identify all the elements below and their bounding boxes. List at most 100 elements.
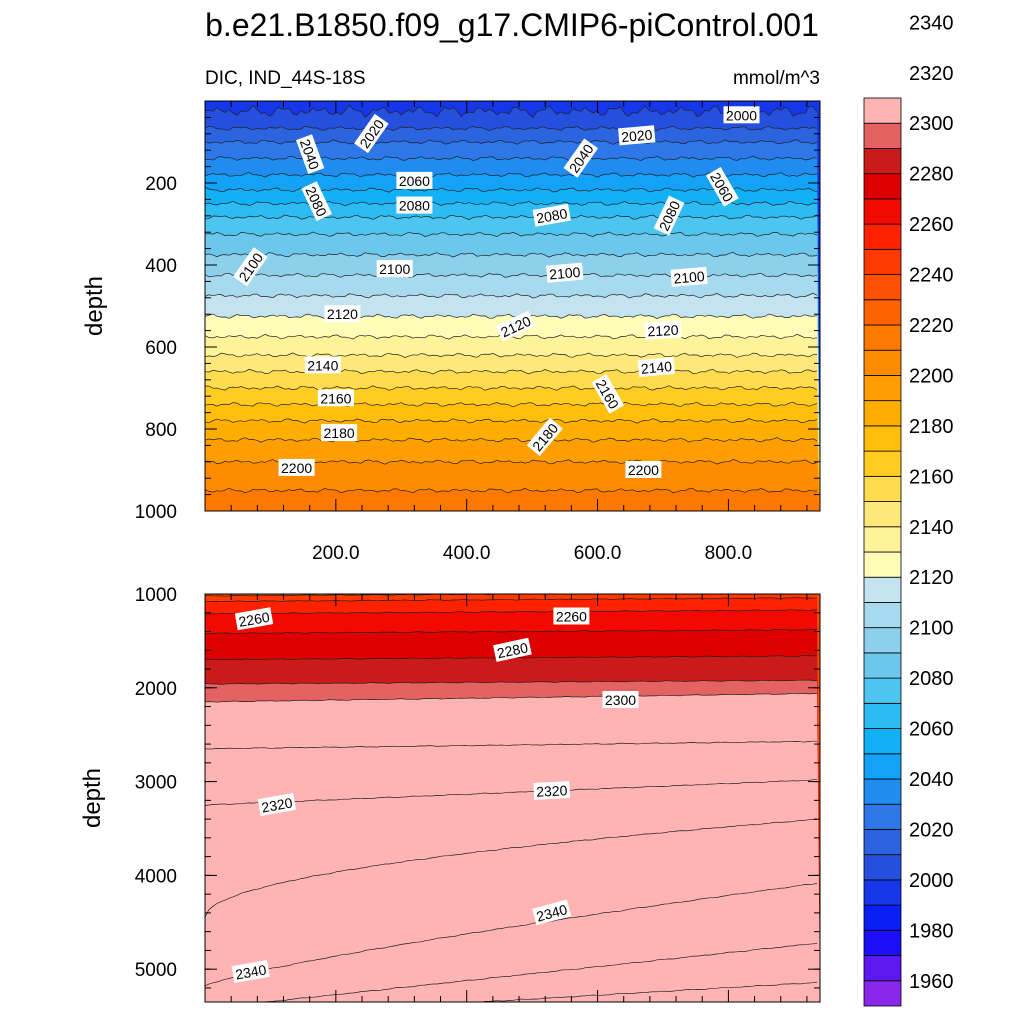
- colorbar-tick-label: 2040: [909, 769, 954, 791]
- contour-label-text: 2060: [399, 173, 430, 189]
- lower-plot-frame: [204, 593, 821, 1003]
- contour-label-box: [532, 899, 572, 926]
- upper-band-2210: [205, 488, 820, 511]
- colorbar-tick-label: 2200: [909, 365, 954, 387]
- upper-contour-label: 2140: [637, 356, 676, 378]
- contour-label-box: [546, 262, 584, 283]
- colorbar-box: [863, 854, 902, 881]
- contour-label-box: [563, 138, 599, 178]
- contour-label-text: 2200: [281, 460, 312, 476]
- lower-y-tick-label: 3000: [135, 773, 177, 794]
- colorbar-tick-label: 2320: [909, 63, 954, 85]
- upper-contour-label: 2180: [321, 424, 358, 442]
- upper-contour-2000: [205, 104, 818, 119]
- lower-band-2350: [205, 943, 820, 1002]
- colorbar-box: [863, 879, 902, 906]
- lower-band-2370: [205, 1002, 820, 1024]
- colorbar-tick-label: 2240: [909, 265, 954, 287]
- contour-label-text: 2340: [535, 901, 569, 925]
- colorbar-box: [863, 274, 902, 301]
- upper-contour-2160: [205, 385, 818, 391]
- colorbar-box: [863, 602, 902, 629]
- contour-label-box: [653, 195, 685, 236]
- upper-contour-2210: [205, 487, 818, 494]
- lower-contour-2350: [262, 943, 818, 1002]
- contour-label-box: [493, 637, 532, 662]
- lower-y-tick-label: 4000: [135, 866, 177, 887]
- colorbar-box: [863, 425, 902, 452]
- colorbar-box: [863, 677, 902, 704]
- colorbar-box: [863, 97, 902, 124]
- upper-contour-label: 2100: [376, 260, 413, 278]
- contour-label-text: 2300: [605, 692, 636, 708]
- colorbar-box: [863, 375, 902, 402]
- colorbar-tick-label: 2300: [909, 113, 954, 135]
- upper-contour-2070: [205, 214, 818, 220]
- colorbar-box: [863, 526, 902, 553]
- lower-contour-2330: [205, 819, 817, 918]
- colorbar-box: [863, 349, 902, 376]
- colorbar-box: [863, 702, 902, 729]
- colorbar-tick-label: 2000: [909, 870, 954, 892]
- lower-y-tick-label: 2000: [135, 679, 177, 700]
- contour-label-box: [234, 607, 274, 631]
- contour-label-box: [533, 781, 571, 800]
- lower-contour-label: 2320: [533, 781, 571, 800]
- upper-y-tick-label: 200: [145, 174, 177, 195]
- colorbar-tick-label: 2020: [909, 819, 954, 841]
- lower-panel: 2260 2260 2280 2300 2320 2320 2340 2340 1000 200…: [79, 585, 821, 1024]
- lower-y-axis-label: depth: [79, 768, 106, 828]
- contour-label-box: [317, 389, 354, 407]
- lower-contour-2340: [205, 883, 818, 987]
- lower-contour-2360: [477, 981, 818, 1002]
- contour-label-box: [602, 691, 639, 708]
- colorbar-box: [863, 248, 902, 275]
- upper-x-tick-label: 600.0: [574, 543, 622, 564]
- contour-label-text: 2260: [556, 609, 587, 625]
- lower-contour-label: 2340: [532, 899, 572, 926]
- upper-contour-label: 2080: [396, 196, 433, 214]
- contour-label-text: 2320: [260, 794, 294, 815]
- colorbar-box: [863, 955, 902, 982]
- upper-y-tick-label: 1000: [135, 502, 177, 523]
- colorbar-tick-label: 2340: [909, 12, 954, 34]
- lower-contour-2320: [205, 778, 818, 806]
- contour-label-box: [233, 247, 268, 287]
- lower-contour-label: 2280: [493, 637, 532, 662]
- lower-contour-2250: [205, 596, 818, 603]
- colorbar-box: [863, 627, 902, 654]
- upper-plot-frame: [204, 100, 821, 512]
- contour-label-text: 2100: [379, 261, 410, 277]
- upper-y-ticks: 200 400 600 800 1000: [135, 116, 820, 523]
- colorbar-tick-label: 2100: [909, 618, 954, 640]
- contour-label-box: [526, 417, 563, 457]
- upper-contour-2090: [205, 252, 818, 258]
- contour-label-box: [296, 134, 325, 174]
- colorbar: 2440242024002380236023402320230022802260…: [863, 12, 954, 1007]
- lower-contour-label: 2340: [231, 960, 270, 984]
- upper-contour-2060: [205, 200, 818, 207]
- upper-contour-label: 2020: [618, 125, 656, 146]
- lower-contour-2300: [205, 692, 818, 703]
- colorbar-box: [863, 829, 902, 856]
- colorbar-box: [863, 148, 902, 175]
- units-label: mmol/m^3: [733, 68, 820, 89]
- colorbar-tick-label: 1980: [909, 920, 954, 942]
- upper-y-tick-label: 600: [145, 338, 177, 359]
- lower-y-ticks: 1000 2000 3000 4000 5000: [135, 585, 820, 989]
- lower-contour-2310: [205, 740, 817, 750]
- lower-color-bands: [205, 594, 820, 1024]
- contour-label-box: [396, 196, 433, 214]
- lower-contour-2270: [205, 629, 818, 635]
- contour-label-box: [321, 424, 358, 442]
- contour-label-text: 2200: [628, 462, 659, 478]
- upper-x-tick-label: 200.0: [312, 543, 360, 564]
- upper-y-tick-label: 400: [145, 256, 177, 277]
- upper-contour-label: 2120: [644, 320, 682, 340]
- contour-label-text: 2100: [673, 268, 706, 287]
- contour-label-text: 2160: [320, 390, 351, 406]
- contour-label-text: 2120: [647, 322, 679, 340]
- upper-contour-2110: [205, 292, 818, 299]
- upper-contour-label: 2000: [723, 106, 760, 124]
